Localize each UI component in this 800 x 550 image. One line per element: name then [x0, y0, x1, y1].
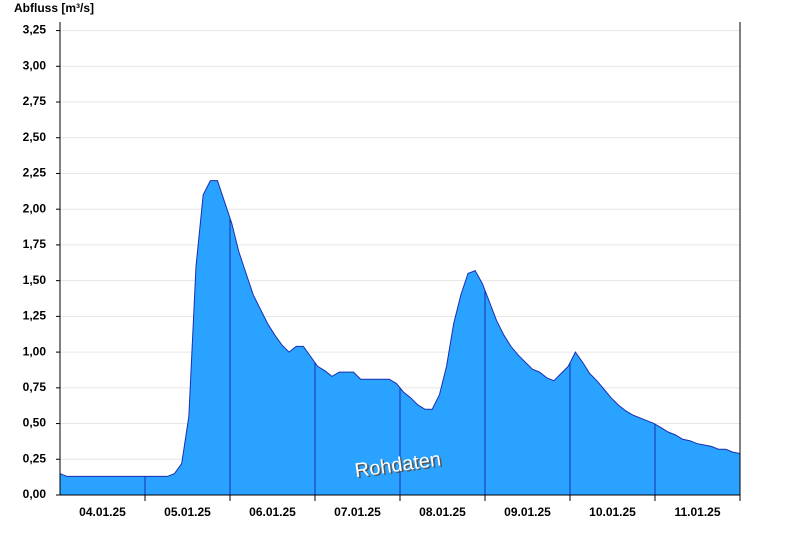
y-tick-label: 0,00 [23, 487, 47, 501]
x-tick-label: 09.01.25 [504, 505, 551, 519]
chart-title: Abfluss [m³/s] [14, 1, 94, 15]
x-tick-label: 07.01.25 [334, 505, 381, 519]
y-tick-label: 0,25 [23, 451, 47, 465]
y-tick-label: 2,50 [23, 130, 47, 144]
y-tick-label: 2,75 [23, 94, 47, 108]
x-tick-label: 05.01.25 [164, 505, 211, 519]
y-tick-label: 1,75 [23, 237, 47, 251]
y-tick-label: 3,25 [23, 23, 47, 37]
x-tick-label: 08.01.25 [419, 505, 466, 519]
x-tick-label: 11.01.25 [674, 505, 720, 519]
y-tick-label: 1,50 [23, 273, 47, 287]
y-tick-label: 2,00 [23, 201, 47, 215]
y-tick-label: 2,25 [23, 166, 47, 180]
y-tick-label: 3,00 [23, 58, 47, 72]
y-tick-label: 0,75 [23, 380, 47, 394]
x-tick-label: 06.01.25 [249, 505, 296, 519]
x-tick-label: 04.01.25 [79, 505, 126, 519]
x-tick-label: 10.01.25 [589, 505, 636, 519]
y-tick-label: 1,00 [23, 344, 47, 358]
y-tick-label: 0,50 [23, 416, 47, 430]
y-tick-label: 1,25 [23, 309, 47, 323]
